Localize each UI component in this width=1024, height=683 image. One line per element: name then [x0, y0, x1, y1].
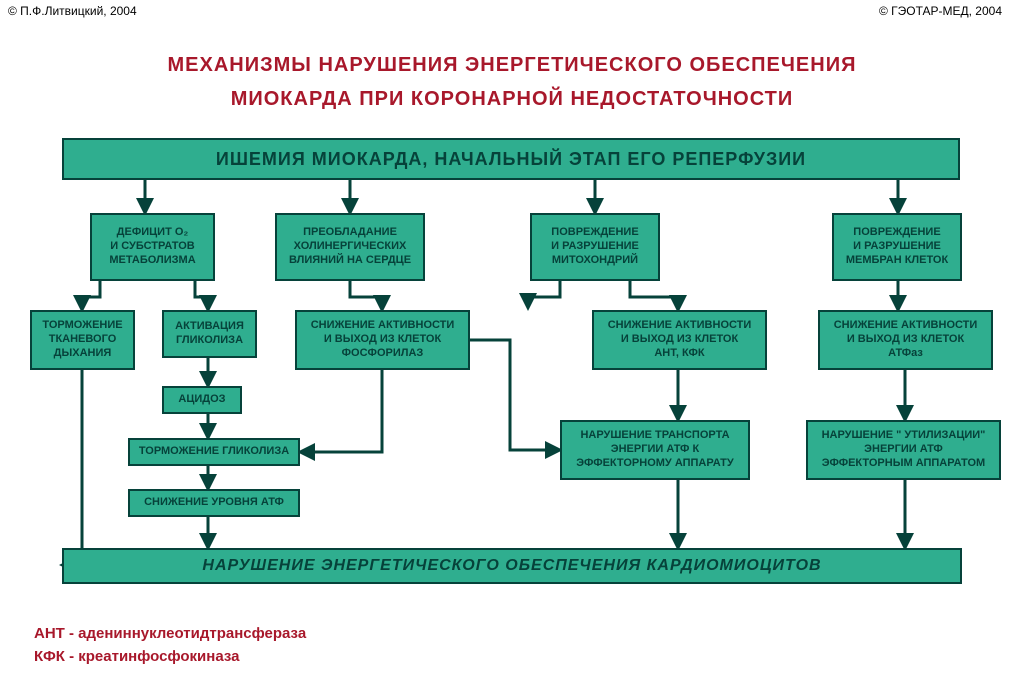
node-r2b: АКТИВАЦИЯГЛИКОЛИЗА: [162, 310, 257, 358]
footnote-0: АНТ - адениннуклеотидтрансфераза: [34, 625, 306, 642]
node-r2d: СНИЖЕНИЕ АКТИВНОСТИИ ВЫХОД ИЗ КЛЕТОКАНТ,…: [592, 310, 767, 370]
node-r1d: ПОВРЕЖДЕНИЕИ РАЗРУШЕНИЕМЕМБРАН КЛЕТОК: [832, 213, 962, 281]
node-r1a: ДЕФИЦИТ O₂И СУБСТРАТОВМЕТАБОЛИЗМА: [90, 213, 215, 281]
node-bottom: НАРУШЕНИЕ ЭНЕРГЕТИЧЕСКОГО ОБЕСПЕЧЕНИЯ КА…: [62, 548, 962, 584]
node-r3a: АЦИДОЗ: [162, 386, 242, 414]
copyright-left: © П.Ф.Литвицкий, 2004: [8, 4, 137, 18]
node-r4c: НАРУШЕНИЕ " УТИЛИЗАЦИИ"ЭНЕРГИИ АТФЭФФЕКТ…: [806, 420, 1001, 480]
node-r4a: ТОРМОЖЕНИЕ ГЛИКОЛИЗА: [128, 438, 300, 466]
title-line-2: МИОКАРДА ПРИ КОРОНАРНОЙ НЕДОСТАТОЧНОСТИ: [0, 88, 1024, 111]
copyright-right: © ГЭОТАР-МЕД, 2004: [879, 4, 1002, 18]
title-line-1: МЕХАНИЗМЫ НАРУШЕНИЯ ЭНЕРГЕТИЧЕСКОГО ОБЕС…: [0, 54, 1024, 77]
footnote-1: КФК - креатинфосфокиназа: [34, 648, 239, 665]
node-r1c: ПОВРЕЖДЕНИЕИ РАЗРУШЕНИЕМИТОХОНДРИЙ: [530, 213, 660, 281]
node-r1b: ПРЕОБЛАДАНИЕХОЛИНЕРГИЧЕСКИХВЛИЯНИЙ НА СЕ…: [275, 213, 425, 281]
node-top: ИШЕМИЯ МИОКАРДА, НАЧАЛЬНЫЙ ЭТАП ЕГО РЕПЕ…: [62, 138, 960, 180]
node-r4b: НАРУШЕНИЕ ТРАНСПОРТАЭНЕРГИИ АТФ КЭФФЕКТО…: [560, 420, 750, 480]
node-r5a: СНИЖЕНИЕ УРОВНЯ АТФ: [128, 489, 300, 517]
node-r2a: ТОРМОЖЕНИЕТКАНЕВОГОДЫХАНИЯ: [30, 310, 135, 370]
node-r2c: СНИЖЕНИЕ АКТИВНОСТИИ ВЫХОД ИЗ КЛЕТОКФОСФ…: [295, 310, 470, 370]
node-r2e: СНИЖЕНИЕ АКТИВНОСТИИ ВЫХОД ИЗ КЛЕТОКАТФа…: [818, 310, 993, 370]
